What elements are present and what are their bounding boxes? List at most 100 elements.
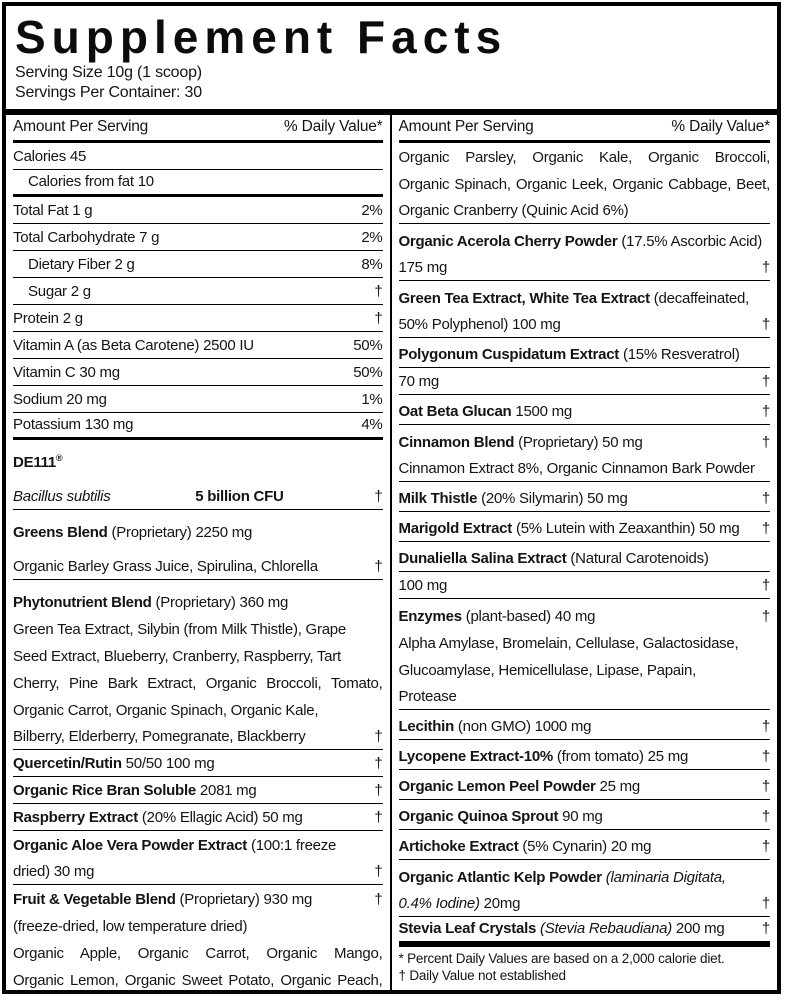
nutrition-column-right: Amount Per Serving % Daily Value* Organi…	[392, 115, 778, 990]
ingredient-text: Organic Parsley, Organic Kale, Organic B…	[398, 149, 771, 166]
ingredient-row: Organic Atlantic Kelp Powder (laminaria …	[399, 863, 771, 890]
ingredient-value: †	[761, 373, 770, 390]
ingredient-text: Cinnamon Extract 8%, Organic Cinnamon Ba…	[398, 460, 756, 477]
ingredient-text: Protease	[398, 688, 457, 705]
ingredient-text: Organic Aloe Vera Powder Extract (100:1 …	[13, 837, 337, 854]
ingredient-row: Sugar 2 g †	[13, 278, 383, 305]
ingredient-value: 2%	[361, 202, 383, 219]
daily-value-label: % Daily Value*	[283, 118, 383, 135]
ingredient-row: Protein 2 g †	[13, 305, 383, 332]
ingredient-row: Organic Acerola Cherry Powder (17.5% Asc…	[399, 227, 771, 254]
ingredient-text: Dunaliella Salina Extract (Natural Carot…	[398, 550, 709, 567]
ingredient-row: dried) 30 mg †	[13, 858, 383, 885]
ingredient-text: Total Carbohydrate 7 g	[13, 229, 160, 246]
ingredient-row: Organic Lemon Peel Powder 25 mg †	[398, 773, 770, 800]
ingredient-text: Glucoamylase, Hemicellulase, Lipase, Pap…	[398, 662, 697, 679]
ingredient-text: Oat Beta Glucan 1500 mg	[398, 403, 573, 420]
ingredient-text: Enzymes (plant-based) 40 mg	[398, 608, 596, 625]
label-header: Supplement Facts Serving Size 10g (1 sco…	[6, 6, 777, 109]
ingredient-value: †	[761, 434, 770, 451]
ingredient-text: Greens Blend (Proprietary) 2250 mg	[13, 524, 253, 541]
ingredient-value: †	[761, 520, 770, 537]
ingredient-row: Fruit & Vegetable Blend (Proprietary) 93…	[13, 885, 383, 912]
amount-per-serving-label: Amount Per Serving	[398, 118, 534, 135]
ingredient-row: Lecithin (non GMO) 1000 mg †	[398, 713, 770, 740]
ingredient-row: Seed Extract, Blueberry, Cranberry, Rasp…	[13, 642, 383, 669]
ingredient-text: Bilberry, Elderberry, Pomegranate, Black…	[13, 728, 306, 745]
ingredient-text: Polygonum Cuspidatum Extract (15% Resver…	[398, 346, 740, 363]
ingredient-value: †	[374, 283, 383, 300]
nutrition-column-left: Amount Per Serving % Daily Value* Calori…	[6, 115, 392, 990]
ingredient-row: Calories 45	[13, 143, 383, 170]
ingredient-row: Potassium 130 mg 4%	[13, 413, 383, 440]
ingredient-text: Fruit & Vegetable Blend (Proprietary) 93…	[13, 891, 313, 908]
ingredient-value: †	[374, 488, 383, 505]
ingredient-text: Organic Apple, Organic Carrot, Organic M…	[13, 945, 383, 962]
footnote-not-established: † Daily Value not established	[398, 967, 567, 983]
ingredient-text: Raspberry Extract (20% Ellagic Acid) 50 …	[13, 809, 303, 826]
ingredient-value: †	[374, 310, 383, 327]
ingredient-row: Organic Aloe Vera Powder Extract (100:1 …	[13, 831, 383, 858]
ingredient-text: Organic Quinoa Sprout 90 mg	[398, 808, 603, 825]
ingredient-value: †	[761, 838, 770, 855]
ingredient-text: Green Tea Extract, Silybin (from Milk Th…	[13, 621, 346, 638]
ingredient-text: 70 mg	[398, 373, 440, 390]
ingredient-row: Calories from fat 10	[13, 170, 383, 197]
ingredient-value: 1%	[361, 391, 383, 408]
ingredient-row: Cinnamon Extract 8%, Organic Cinnamon Ba…	[398, 455, 770, 482]
ingredient-text: 175 mg	[398, 259, 448, 276]
ingredient-text: 50% Polyphenol) 100 mg	[398, 316, 561, 333]
ingredient-row: Cherry, Pine Bark Extract, Organic Brocc…	[13, 669, 383, 696]
ingredient-text: Calories 45	[13, 148, 87, 165]
ingredient-row: 50% Polyphenol) 100 mg †	[398, 311, 770, 338]
ingredient-value: †	[374, 755, 383, 772]
ingredient-mid-value: 5 billion CFU	[195, 488, 284, 505]
column-header-right: Amount Per Serving % Daily Value*	[398, 115, 770, 143]
ingredient-text: Marigold Extract (5% Lutein with Zeaxant…	[398, 520, 740, 537]
ingredient-text: Milk Thistle (20% Silymarin) 50 mg	[398, 490, 628, 507]
ingredient-value: †	[761, 577, 770, 594]
ingredient-text: Cherry, Pine Bark Extract, Organic Brocc…	[13, 675, 383, 692]
ingredient-row: Greens Blend (Proprietary) 2250 mg	[13, 518, 383, 545]
ingredient-value: 4%	[361, 416, 383, 433]
ingredient-row: 70 mg †	[398, 368, 770, 395]
ingredient-value: 50%	[353, 364, 383, 381]
ingredient-value: †	[374, 782, 383, 799]
ingredient-row: 100 mg †	[398, 572, 770, 599]
facts-table: Amount Per Serving % Daily Value* Calori…	[6, 115, 777, 990]
ingredient-row: Organic Cranberry (Quinic Acid 6%)	[398, 197, 770, 224]
ingredient-row: Organic Apple, Organic Carrot, Organic M…	[13, 939, 383, 966]
ingredient-row: Organic Parsley, Organic Kale, Organic B…	[399, 143, 771, 170]
ingredient-row: Dunaliella Salina Extract (Natural Carot…	[398, 545, 770, 572]
ingredient-value: †	[761, 490, 770, 507]
ingredient-value: †	[374, 558, 383, 575]
ingredient-text: Potassium 130 mg	[13, 416, 134, 433]
ingredient-value: †	[374, 891, 383, 908]
serving-size-text: Serving Size 10g (1 scoop)	[15, 64, 202, 81]
ingredient-row: Polygonum Cuspidatum Extract (15% Resver…	[398, 341, 770, 368]
ingredient-row: Bacillus subtilis 5 billion CFU †	[13, 483, 383, 510]
footnote-percent-daily-value: * Percent Daily Values are based on a 2,…	[398, 951, 725, 966]
ingredient-value: †	[374, 863, 383, 880]
ingredient-row: Vitamin C 30 mg 50%	[13, 359, 383, 386]
ingredient-value: †	[374, 728, 383, 745]
ingredient-row: Organic Spinach, Organic Leek, Organic C…	[399, 170, 771, 197]
ingredient-value: †	[374, 809, 383, 826]
ingredient-row: Cinnamon Blend (Proprietary) 50 mg †	[399, 428, 771, 455]
ingredient-text: Phytonutrient Blend (Proprietary) 360 mg	[13, 594, 289, 611]
ingredient-value: †	[761, 748, 770, 765]
ingredient-row: Enzymes (plant-based) 40 mg †	[399, 602, 771, 629]
ingredient-text: Quercetin/Rutin 50/50 100 mg	[13, 755, 215, 772]
ingredient-text: Organic Lemon, Organic Sweet Potato, Org…	[13, 972, 383, 989]
ingredient-rows-left: Calories 45 Calories from fat 10 Total Fat…	[13, 143, 383, 990]
ingredient-value: 8%	[361, 256, 383, 273]
ingredient-text: Alpha Amylase, Bromelain, Cellulase, Gal…	[398, 635, 739, 652]
daily-value-label: % Daily Value*	[671, 118, 770, 135]
ingredient-row: Artichoke Extract (5% Cynarin) 20 mg †	[398, 833, 770, 860]
ingredient-row: Organic Rice Bran Soluble 2081 mg †	[13, 777, 383, 804]
ingredient-row: Bilberry, Elderberry, Pomegranate, Black…	[13, 723, 383, 750]
ingredient-text: Organic Cranberry (Quinic Acid 6%)	[398, 202, 629, 219]
ingredient-row: Lycopene Extract-10% (from tomato) 25 mg…	[398, 743, 770, 770]
ingredient-value: 2%	[361, 229, 383, 246]
